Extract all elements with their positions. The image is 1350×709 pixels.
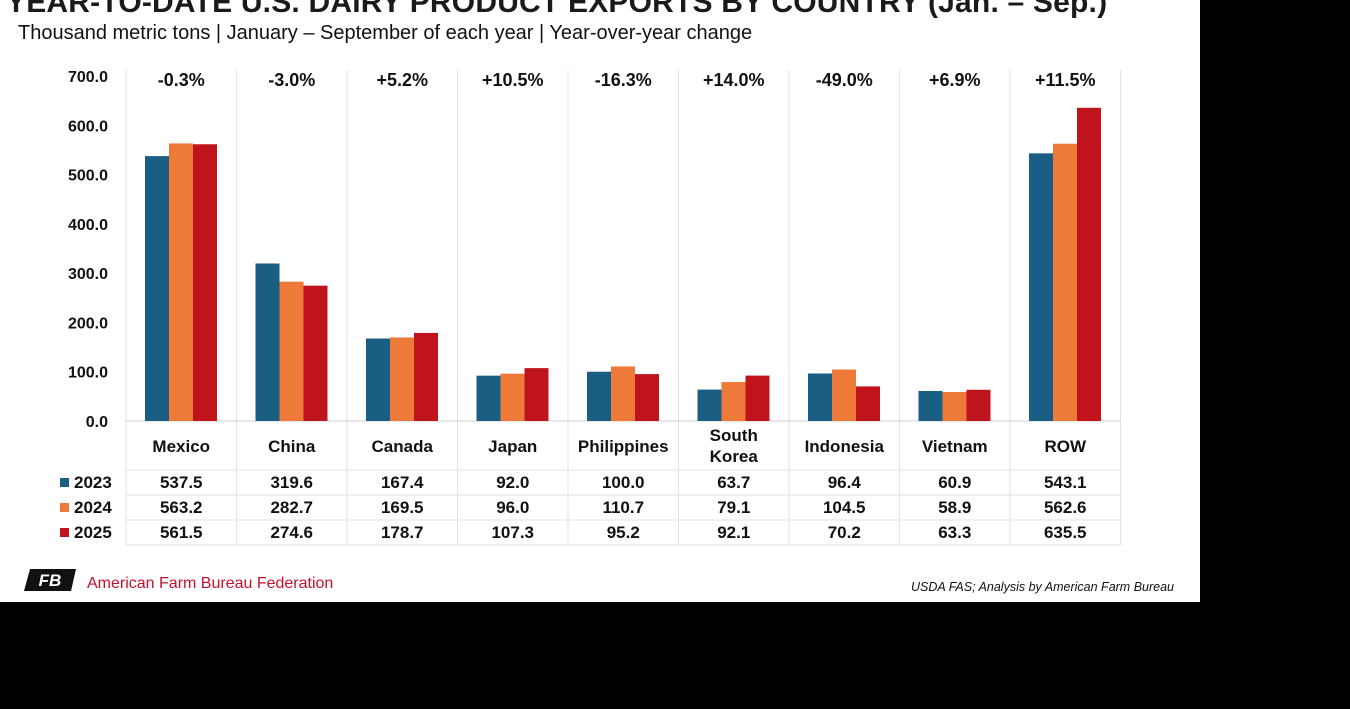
source-note: USDA FAS; Analysis by American Farm Bure…: [910, 580, 1174, 594]
legend-swatch-2023: [60, 478, 69, 487]
table-cell-2025: 70.2: [828, 523, 861, 542]
table-cell-2023: 319.6: [270, 473, 313, 492]
yoy-change-label: +11.5%: [1035, 70, 1096, 90]
bar-2025: [966, 389, 991, 421]
table-cell-2023: 543.1: [1044, 473, 1087, 492]
bar-2025: [303, 285, 328, 421]
chart-title: YEAR-TO-DATE U.S. DAIRY PRODUCT EXPORTS …: [6, 0, 1108, 19]
table-cell-2023: 537.5: [160, 473, 203, 492]
bar-2024: [942, 391, 967, 421]
y-tick-label: 300.0: [68, 266, 108, 283]
legend-label-2025: 2025: [74, 523, 112, 542]
table-cell-2023: 96.4: [828, 473, 862, 492]
legend-label-2023: 2023: [74, 473, 112, 492]
bar-2023: [918, 390, 943, 421]
yoy-change-label: +5.2%: [376, 70, 428, 90]
bar-2024: [169, 143, 193, 421]
bar-2023: [587, 371, 611, 421]
bar-2024: [1053, 143, 1077, 421]
bar-2023: [1029, 153, 1053, 421]
table-cell-2024: 282.7: [270, 498, 313, 517]
bar-2023: [255, 263, 280, 421]
category-label: Indonesia: [805, 437, 885, 456]
legend-swatch-2025: [60, 528, 69, 537]
bar-2025: [1077, 107, 1101, 422]
yoy-change-label: -3.0%: [268, 70, 315, 90]
bar-2024: [500, 373, 525, 421]
y-tick-label: 0.0: [86, 414, 108, 431]
category-label: Canada: [372, 437, 434, 456]
yoy-change-label: +6.9%: [929, 70, 981, 90]
table-cell-2023: 167.4: [381, 473, 424, 492]
yoy-change-label: +10.5%: [482, 70, 544, 90]
category-label: Philippines: [578, 437, 669, 456]
bar-2024: [721, 382, 746, 421]
yoy-change-label: -16.3%: [595, 70, 652, 90]
table-cell-2025: 561.5: [160, 523, 203, 542]
afbf-logo-icon: FB: [24, 569, 76, 591]
table-cell-2024: 104.5: [823, 498, 866, 517]
category-label: China: [268, 437, 316, 456]
bar-2024: [390, 337, 414, 421]
table-cell-2023: 100.0: [602, 473, 645, 492]
yoy-change-label: -0.3%: [158, 70, 205, 90]
table-cell-2024: 58.9: [938, 498, 971, 517]
logo-letters: FB: [39, 571, 62, 590]
category-label: Mexico: [152, 437, 210, 456]
bar-2025: [856, 386, 880, 421]
table-cell-2025: 63.3: [938, 523, 971, 542]
bar-chart: 700.0 600.0 500.0 400.0 300.0 200.0 100.0 0.0 -0…: [60, 69, 1121, 546]
table-cell-2024: 110.7: [602, 498, 644, 517]
bar-2025: [745, 375, 770, 421]
bar-2025: [414, 332, 438, 421]
y-tick-label: 700.0: [68, 69, 108, 86]
category-label: ROW: [1044, 437, 1087, 456]
table-cell-2025: 107.3: [491, 523, 534, 542]
category-label: Vietnam: [922, 437, 988, 456]
table-cell-2024: 96.0: [496, 498, 529, 517]
chart-panel: YEAR-TO-DATE U.S. DAIRY PRODUCT EXPORTS …: [0, 0, 1200, 602]
y-tick-label: 100.0: [68, 365, 108, 382]
bar-2023: [366, 338, 390, 421]
organization-name: American Farm Bureau Federation: [87, 575, 334, 592]
table-cell-2023: 60.9: [938, 473, 971, 492]
table-cell-2025: 92.1: [717, 523, 750, 542]
y-tick-label: 200.0: [68, 315, 108, 332]
table-cell-2025: 635.5: [1044, 523, 1087, 542]
legend-label-2024: 2024: [74, 498, 112, 517]
bar-2024: [611, 366, 635, 421]
bar-2023: [808, 373, 832, 421]
table-cell-2024: 563.2: [160, 498, 203, 517]
bar-2025: [635, 374, 659, 421]
y-tick-label: 600.0: [68, 118, 108, 135]
table-cell-2025: 274.6: [270, 523, 313, 542]
bar-2023: [476, 375, 501, 421]
yoy-change-label: +14.0%: [703, 70, 765, 90]
bar-2023: [697, 389, 722, 421]
y-tick-label: 500.0: [68, 168, 108, 185]
category-label: Japan: [488, 437, 537, 456]
bar-2025: [524, 368, 549, 421]
bar-2024: [832, 369, 856, 421]
yoy-change-label: -49.0%: [816, 70, 873, 90]
bar-2024: [279, 281, 304, 421]
table-cell-2025: 95.2: [607, 523, 640, 542]
table-cell-2024: 79.1: [717, 498, 750, 517]
table-cell-2023: 63.7: [717, 473, 750, 492]
bar-2023: [145, 156, 169, 421]
chart-subtitle: Thousand metric tons | January – Septemb…: [18, 22, 753, 44]
legend-swatch-2024: [60, 503, 69, 512]
bar-2025: [193, 144, 217, 421]
table-cell-2024: 562.6: [1044, 498, 1087, 517]
table-cell-2025: 178.7: [381, 523, 424, 542]
category-label: South Korea: [710, 426, 759, 466]
table-cell-2023: 92.0: [496, 473, 529, 492]
y-tick-label: 400.0: [68, 217, 108, 234]
table-cell-2024: 169.5: [381, 498, 424, 517]
